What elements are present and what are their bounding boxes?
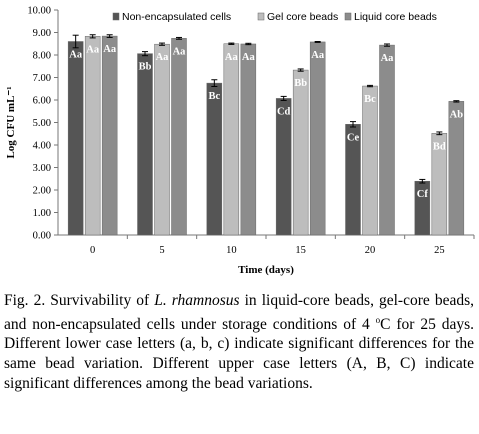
bar — [137, 53, 153, 236]
legend-swatch — [257, 12, 265, 21]
y-tick-label: 9.00 — [33, 28, 51, 39]
figure-caption: Fig. 2. Survivability of L. rhamnosus in… — [4, 291, 474, 393]
bar — [67, 41, 84, 236]
bar — [101, 35, 118, 236]
data-label: Aa — [242, 52, 256, 63]
bar — [292, 69, 309, 236]
x-tick-label: 15 — [295, 245, 306, 256]
legend-label: Liquid core beads — [354, 11, 437, 23]
bar — [448, 101, 465, 236]
data-label: Aa — [103, 44, 117, 55]
y-tick-label: 5.00 — [33, 118, 51, 129]
data-label: Bb — [139, 62, 152, 73]
data-label: Aa — [69, 50, 83, 61]
y-tick-label: 10.00 — [27, 6, 51, 17]
bar — [362, 85, 378, 236]
bar — [309, 41, 326, 236]
bar — [275, 98, 292, 236]
data-label: Bc — [208, 91, 220, 102]
bar — [240, 43, 257, 236]
bar — [171, 38, 187, 236]
caption-species: L. rhamnosus — [154, 292, 240, 309]
y-axis-label: Log CFU mL⁻¹ — [5, 86, 17, 158]
data-label: Aa — [173, 46, 187, 57]
data-label: Aa — [86, 44, 100, 55]
data-label: Cd — [277, 106, 291, 117]
data-label: Bc — [364, 94, 376, 105]
y-tick-label: 4.00 — [33, 141, 51, 152]
data-label: Ce — [347, 132, 360, 143]
x-axis-label: Time (days) — [238, 264, 294, 276]
data-label: Cf — [417, 189, 429, 200]
y-tick-label: 3.00 — [33, 163, 51, 174]
bar — [223, 43, 240, 236]
legend-label: Gel core beads — [267, 11, 338, 23]
x-tick-label: 0 — [90, 245, 95, 256]
legend-label: Non-encapsulated cells — [122, 11, 231, 23]
caption-suffix: C for 25 days. Different lower case lett… — [4, 315, 475, 392]
y-tick-label: 8.00 — [33, 51, 51, 62]
data-label: Bd — [433, 141, 446, 152]
bar — [84, 36, 101, 236]
bar — [379, 44, 395, 236]
x-tick-label: 25 — [434, 245, 445, 256]
y-tick-label: 1.00 — [33, 208, 51, 219]
bar — [206, 82, 223, 236]
caption-degree: o — [375, 314, 381, 325]
data-label: Bb — [294, 78, 307, 89]
chart: 0.00 1.00 2.00 3.00 4.00 5.00 6.00 7.00 8.00 9.00… — [5, 6, 475, 276]
x-tick-label: 10 — [226, 245, 237, 256]
caption-prefix: Fig. 2. Survivability of — [4, 292, 155, 309]
data-label: Aa — [311, 50, 325, 61]
data-label: Ab — [450, 109, 464, 120]
data-label: Aa — [156, 52, 170, 63]
x-tick-label: 20 — [365, 245, 376, 256]
bar — [154, 43, 170, 236]
y-tick-label: 0.00 — [33, 231, 51, 242]
y-tick-label: 2.00 — [33, 186, 51, 197]
data-label: Aa — [225, 52, 239, 63]
data-label: Aa — [381, 53, 395, 64]
y-tick-label: 6.00 — [33, 96, 51, 107]
x-tick-label: 5 — [159, 245, 164, 256]
legend-swatch — [344, 12, 352, 21]
caption-middle: in liquid-core beads, gel-core beads, an… — [4, 292, 474, 333]
legend-swatch — [112, 12, 120, 21]
y-tick-label: 7.00 — [33, 73, 51, 84]
